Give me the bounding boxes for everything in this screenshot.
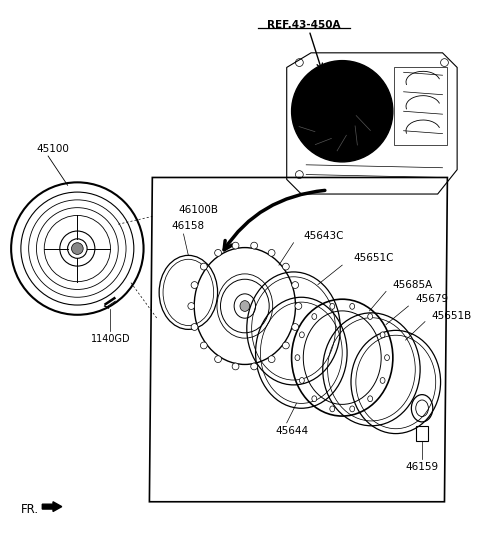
Text: 45679: 45679 (415, 294, 448, 304)
Text: 45644: 45644 (275, 426, 308, 436)
Ellipse shape (384, 355, 389, 361)
Ellipse shape (300, 332, 304, 338)
Circle shape (232, 242, 239, 249)
Circle shape (282, 342, 289, 349)
Text: 46159: 46159 (406, 462, 439, 472)
Circle shape (282, 263, 289, 270)
Text: 45685A: 45685A (393, 280, 433, 289)
Circle shape (191, 281, 198, 288)
Bar (416, 426, 428, 441)
Text: 46158: 46158 (172, 221, 205, 231)
Circle shape (201, 263, 207, 270)
Circle shape (268, 250, 275, 257)
Circle shape (291, 60, 393, 162)
Ellipse shape (300, 377, 304, 383)
Text: 45643C: 45643C (303, 231, 344, 241)
Text: FR.: FR. (21, 503, 39, 516)
Ellipse shape (368, 396, 372, 402)
Text: 1140GD: 1140GD (91, 334, 130, 344)
Circle shape (201, 342, 207, 349)
Polygon shape (42, 502, 62, 512)
Circle shape (251, 242, 258, 249)
Ellipse shape (240, 301, 250, 312)
Circle shape (292, 281, 299, 288)
Circle shape (232, 363, 239, 370)
Circle shape (292, 323, 299, 330)
Ellipse shape (350, 303, 355, 309)
Ellipse shape (312, 396, 317, 402)
Ellipse shape (368, 314, 372, 320)
Ellipse shape (350, 406, 355, 412)
Text: 45100: 45100 (36, 144, 70, 154)
Circle shape (188, 302, 195, 309)
Text: 45651B: 45651B (432, 311, 472, 321)
Text: 46100B: 46100B (178, 205, 218, 215)
Circle shape (251, 363, 258, 370)
Ellipse shape (312, 314, 317, 320)
Text: 45651C: 45651C (354, 253, 395, 263)
Circle shape (215, 356, 221, 363)
Ellipse shape (330, 406, 335, 412)
Circle shape (191, 323, 198, 330)
Circle shape (215, 250, 221, 257)
Circle shape (268, 356, 275, 363)
Ellipse shape (330, 303, 335, 309)
Ellipse shape (380, 332, 385, 338)
Ellipse shape (295, 355, 300, 361)
Ellipse shape (380, 377, 385, 383)
Circle shape (295, 302, 302, 309)
Text: REF.43-450A: REF.43-450A (266, 19, 340, 30)
Circle shape (72, 243, 83, 254)
